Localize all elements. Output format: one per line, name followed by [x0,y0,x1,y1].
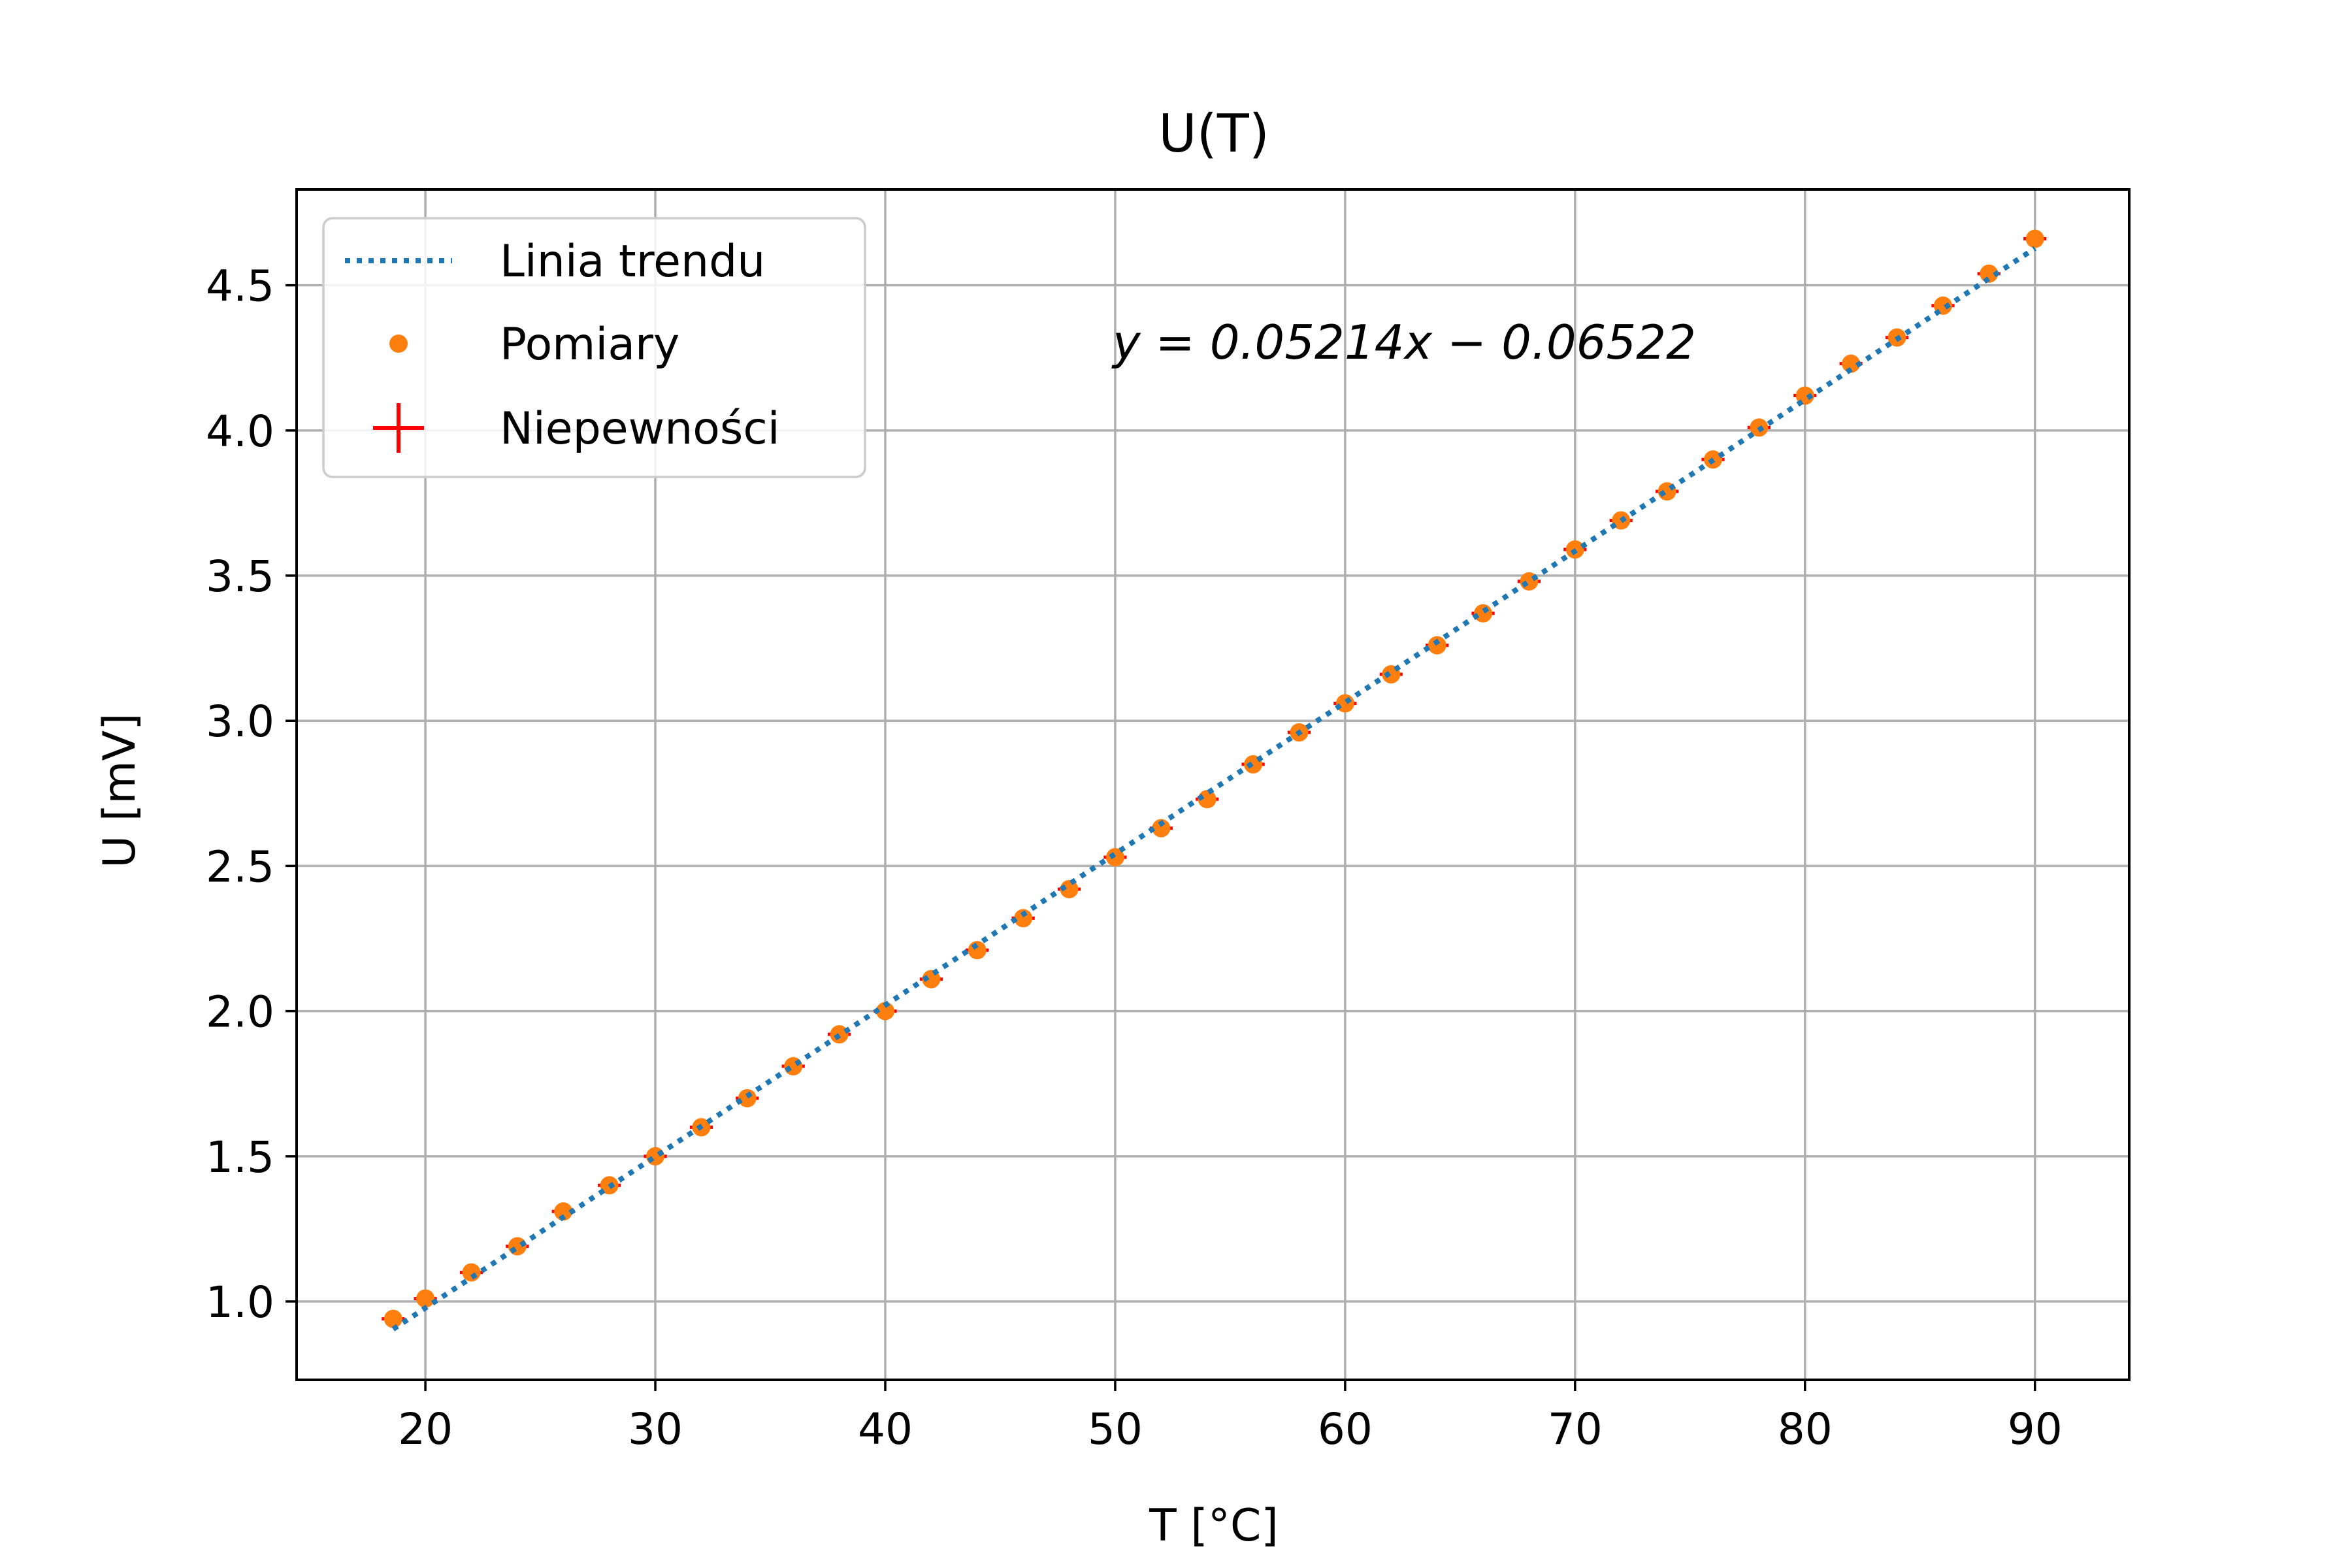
legend-label-uncertainties: Niepewności [500,403,780,455]
x-tick-label: 70 [1548,1404,1603,1454]
data-point [1980,264,1999,283]
data-point [554,1202,573,1221]
y-axis-ticks: 1.0 1.5 2.0 2.5 3.0 3.5 4.0 4.5 [206,261,297,1328]
data-point [462,1263,481,1282]
x-tick-label: 60 [1318,1404,1373,1454]
y-tick-label: 4.5 [206,261,274,312]
y-tick-label: 2.5 [206,841,274,892]
x-axis-label: T [°C] [1149,1500,1279,1552]
data-point [1152,819,1171,838]
data-point [830,1025,849,1044]
y-tick-label: 1.0 [206,1277,274,1328]
y-tick-label: 1.5 [206,1132,274,1183]
data-point [968,941,987,960]
chart-title: U(T) [1158,103,1269,164]
y-tick-label: 4.0 [206,406,274,457]
y-tick-label: 3.5 [206,551,274,602]
legend-uncertainty-swatch [373,403,424,453]
x-tick-label: 90 [2008,1404,2063,1454]
data-point [1428,636,1446,655]
x-tick-label: 20 [398,1404,453,1454]
y-tick-label: 2.0 [206,987,274,1037]
trend-equation: y = 0.05214x − 0.06522 [1111,315,1696,370]
plot-frame [295,188,2131,1381]
data-point [1198,790,1217,809]
trend-line [391,246,2036,1331]
data-point [384,1309,402,1328]
y-axis-label: U [mV] [94,713,146,868]
x-axis-ticks: 20 30 40 50 60 70 80 90 [398,1380,2063,1454]
legend-label-trend: Linia trendu [500,236,765,287]
x-tick-label: 50 [1088,1404,1143,1454]
x-tick-label: 40 [858,1404,913,1454]
data-point [784,1057,803,1076]
data-point [1105,848,1124,867]
legend: Linia trendu Pomiary Niepewności [322,217,866,478]
data-point [738,1088,757,1107]
x-tick-label: 30 [628,1404,683,1454]
data-point [875,1002,894,1021]
grid [297,189,2129,1380]
data-point [2025,229,2044,248]
data-point [646,1147,665,1166]
legend-box [322,217,866,478]
y-tick-label: 3.0 [206,696,274,747]
data-point [1060,879,1079,898]
data-point [416,1289,435,1308]
x-tick-label: 80 [1778,1404,1833,1454]
data-point [1014,909,1033,928]
data-point [1842,354,1861,373]
legend-point-swatch [389,335,408,353]
legend-label-measurements: Pomiary [500,319,679,370]
